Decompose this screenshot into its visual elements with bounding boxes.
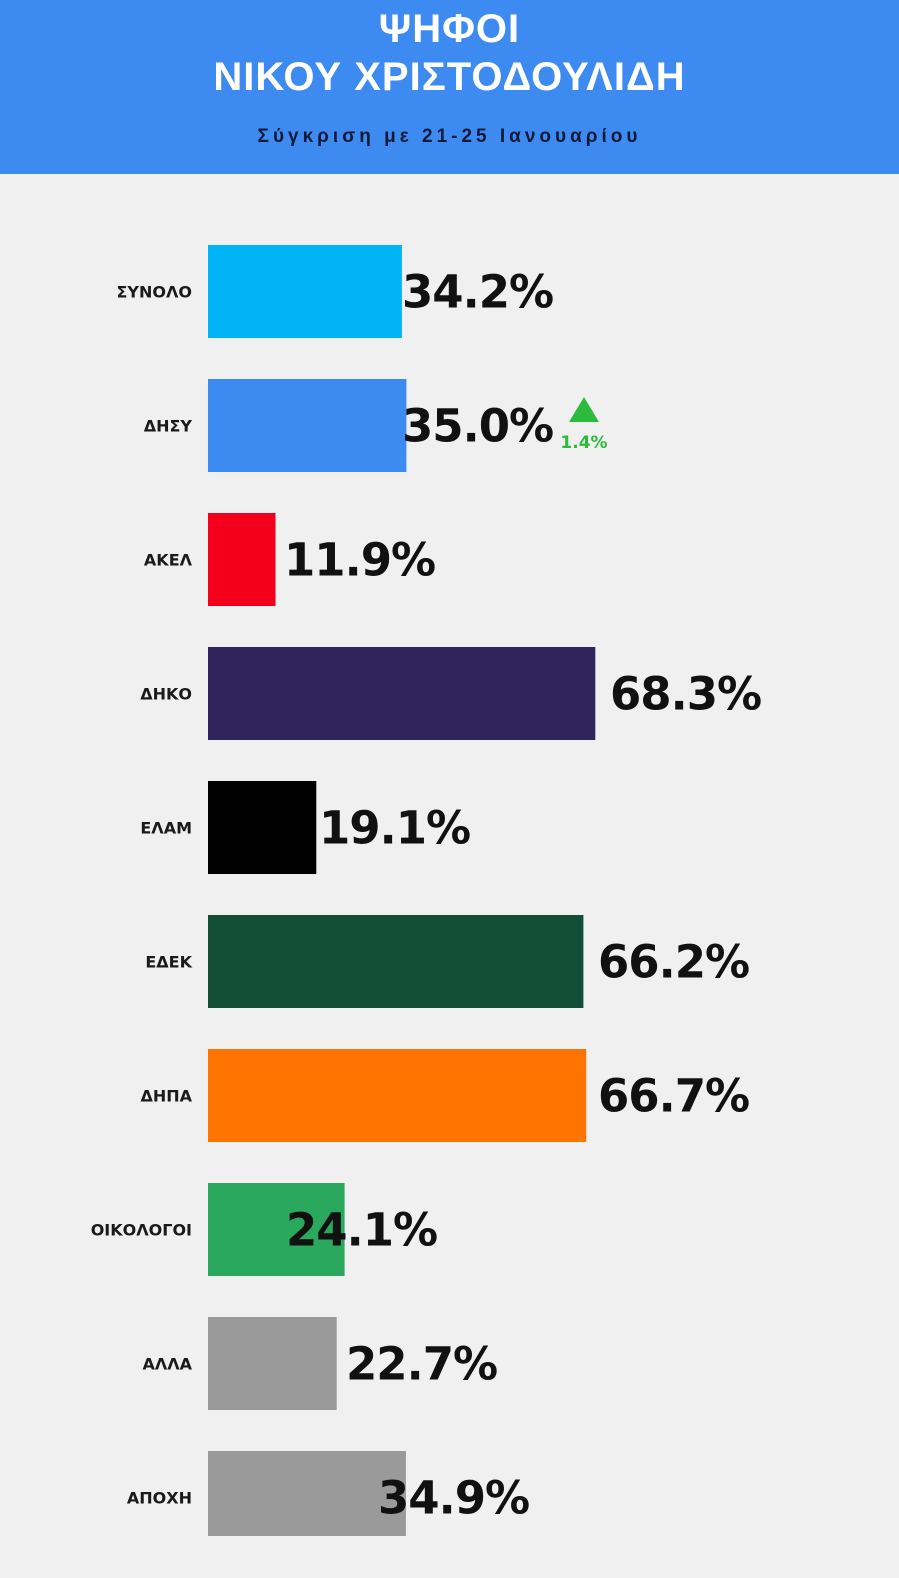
bar-3 <box>208 513 276 606</box>
value-label: 24.1% <box>286 1204 437 1257</box>
bar-7 <box>208 1049 587 1142</box>
value-label: 19.1% <box>319 802 470 855</box>
chart-title-line-1: ΨΗΦΟΙ <box>378 7 521 51</box>
bar-2 <box>208 379 407 472</box>
category-label: ΣΥΝΟΛΟ <box>117 283 193 302</box>
chart-title-line-2: ΝΙΚΟΥ ΧΡΙΣΤΟΔΟΥΛΙΔΗ <box>213 55 686 99</box>
bar-6 <box>208 915 584 1008</box>
category-label: ΟΙΚΟΛΟΓΟΙ <box>91 1221 192 1240</box>
chart-subtitle: Σύγκριση με 21-25 Ιανουαρίου <box>257 126 642 147</box>
category-label: ΑΚΕΛ <box>144 551 193 570</box>
bar-10 <box>208 1451 406 1536</box>
category-label: ΔΗΣΥ <box>144 417 193 436</box>
value-label: 66.7% <box>598 1070 749 1123</box>
value-label: 34.2% <box>402 266 553 319</box>
value-label: 68.3% <box>610 668 761 721</box>
value-label: 22.7% <box>346 1338 497 1391</box>
bar-5 <box>208 781 317 874</box>
category-label: ΕΛΑΜ <box>140 819 192 838</box>
bar-1 <box>208 245 402 338</box>
value-label: 35.0% <box>402 400 553 453</box>
category-label: ΑΛΛΑ <box>142 1355 192 1374</box>
category-label: ΔΗΚΟ <box>140 685 192 704</box>
bar-9 <box>208 1317 337 1410</box>
bar-8 <box>208 1183 345 1276</box>
value-label: 34.9% <box>378 1472 529 1525</box>
bar-4 <box>208 647 596 740</box>
category-label: ΑΠΟΧΗ <box>127 1489 192 1508</box>
triangle-up-icon <box>569 397 599 422</box>
change-label: 1.4% <box>560 433 607 453</box>
category-label: ΕΔΕΚ <box>145 953 192 972</box>
chart-header: ΨΗΦΟΙ ΝΙΚΟΥ ΧΡΙΣΤΟΔΟΥΛΙΔΗ Σύγκριση με 21… <box>0 0 899 174</box>
value-label: 66.2% <box>598 936 749 989</box>
value-label: 11.9% <box>284 534 435 587</box>
category-label: ΔΗΠΑ <box>140 1087 192 1106</box>
